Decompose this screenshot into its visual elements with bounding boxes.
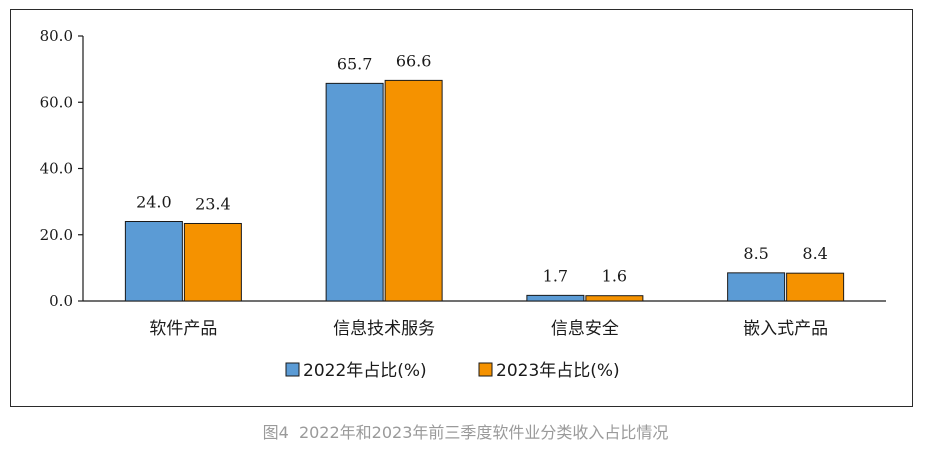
data-label: 65.7 [337,54,373,73]
bar [727,272,786,302]
chart-frame [10,9,913,407]
data-label: 24.0 [136,193,172,212]
legend-swatch [478,362,493,377]
bar [325,82,384,302]
data-label: 8.5 [743,244,768,263]
x-tick-label: 信息安全 [551,319,619,339]
bar [124,221,183,302]
bar [786,272,845,302]
legend-label: 2022年占比(%) [303,361,427,381]
data-label: 1.7 [543,266,568,285]
bar [526,294,585,302]
x-tick-label: 信息技术服务 [333,319,435,339]
y-tick-label: 20.0 [40,226,73,244]
data-label: 1.6 [602,267,627,286]
legend-label: 2023年占比(%) [496,361,620,381]
data-label: 8.4 [802,244,827,263]
y-tick-label: 80.0 [40,27,73,45]
bar [384,79,443,302]
data-label: 23.4 [195,194,231,213]
y-tick-label: 0.0 [49,292,73,310]
legend-swatch [285,362,300,377]
y-tick-label: 60.0 [40,93,73,111]
y-tick-label: 40.0 [40,160,73,178]
x-tick-label: 嵌入式产品 [743,319,828,339]
figure-caption: 图4 2022年和2023年前三季度软件业分类收入占比情况 [262,423,669,442]
data-label: 66.6 [396,51,432,70]
bar [585,295,644,302]
bar [183,222,242,302]
x-tick-label: 软件产品 [149,319,217,339]
